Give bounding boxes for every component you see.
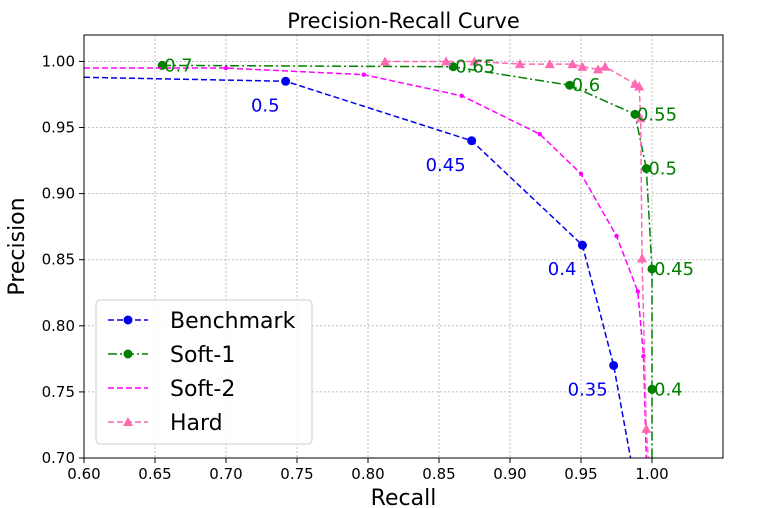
y-tick-label: 0.70	[42, 449, 75, 467]
threshold-label: 0.35	[568, 379, 608, 400]
series-layer	[84, 56, 657, 458]
data-point-soft-2	[459, 93, 464, 99]
data-point-soft-1	[647, 264, 657, 274]
data-point-soft-1	[565, 80, 575, 90]
x-tick-label: 0.95	[564, 465, 597, 483]
data-point-soft-2	[635, 289, 640, 294]
data-point-benchmark	[467, 136, 477, 146]
data-point-hard	[441, 56, 452, 66]
y-tick-label: 0.95	[42, 119, 75, 137]
series-benchmark	[84, 76, 632, 458]
data-point-benchmark	[609, 360, 619, 370]
plot-frame	[83, 34, 724, 459]
legend-entry: Hard	[108, 411, 223, 436]
data-point-soft-1	[448, 62, 458, 72]
threshold-label: 0.45	[654, 259, 694, 280]
data-point-hard	[600, 61, 611, 71]
x-tick-label: 0.70	[209, 465, 242, 483]
data-point-soft-2	[614, 233, 619, 239]
legend-swatch-marker	[123, 315, 133, 325]
legend-label: Benchmark	[170, 309, 296, 334]
legend-entry: Benchmark	[108, 309, 296, 334]
data-point-hard	[567, 59, 578, 69]
data-point-soft-1	[641, 164, 651, 174]
y-tick-label: 1.00	[42, 52, 75, 70]
x-tick-label: 0.75	[280, 465, 313, 483]
legend-label: Soft-2	[170, 377, 235, 402]
legend-entry: Soft-1	[108, 343, 235, 368]
annotation-layer: 0.5 0.45 0.4 0.35 0.7 0.65 0.6 0.55 0.5 0.45 0.4	[164, 55, 694, 400]
legend-swatch-marker	[123, 349, 133, 359]
legend-box	[95, 299, 313, 445]
axis-ticks: 0.60 0.65 0.70 0.75 0.80 0.85 0.90 0.95 1.000.70…	[42, 52, 669, 483]
data-point-soft-2	[223, 65, 229, 71]
data-point-hard	[380, 56, 391, 66]
x-tick-label: 0.60	[67, 465, 100, 483]
data-point-benchmark	[281, 76, 291, 86]
x-tick-label: 0.65	[138, 465, 171, 483]
data-point-hard	[637, 253, 648, 263]
data-point-hard	[514, 59, 525, 69]
threshold-label: 0.5	[251, 95, 280, 116]
data-point-soft-1	[647, 384, 657, 394]
series-line-benchmark	[84, 76, 632, 458]
data-point-soft-1	[630, 109, 640, 119]
threshold-label: 0.7	[164, 55, 193, 76]
data-point-benchmark	[577, 240, 587, 250]
legend-label: Hard	[170, 411, 223, 436]
legend-entry: Soft-2	[108, 377, 235, 402]
data-point-hard	[593, 64, 604, 74]
legend-swatch-marker	[123, 417, 133, 426]
series-line-soft-2	[84, 67, 648, 458]
threshold-label: 0.55	[637, 104, 677, 125]
data-point-soft-2	[578, 171, 584, 176]
threshold-label: 0.45	[426, 155, 466, 176]
y-tick-label: 0.80	[42, 317, 75, 335]
threshold-label: 0.5	[648, 159, 677, 180]
x-tick-label: 0.90	[493, 465, 526, 483]
legend: Benchmark Soft-1 Soft-2 Hard	[95, 299, 313, 445]
x-tick-label: 1.00	[635, 465, 668, 483]
data-point-hard	[469, 56, 480, 66]
data-point-hard	[634, 81, 645, 91]
data-point-soft-2	[537, 131, 543, 137]
chart-title: Precision-Recall Curve	[287, 9, 520, 33]
y-tick-label: 0.85	[42, 251, 75, 269]
x-tick-label: 0.80	[351, 465, 384, 483]
threshold-label: 0.4	[548, 259, 577, 280]
x-tick-label: 0.85	[422, 465, 455, 483]
y-axis-label: Precision	[5, 197, 30, 295]
data-point-hard	[544, 59, 555, 69]
series-soft-2	[84, 65, 648, 458]
y-tick-label: 0.75	[42, 383, 75, 401]
threshold-label: 0.65	[455, 57, 495, 78]
data-point-hard	[577, 61, 588, 71]
series-line-soft-1	[162, 64, 653, 458]
series-hard	[380, 56, 652, 458]
data-point-hard	[635, 113, 646, 123]
data-point-soft-2	[361, 72, 366, 77]
threshold-label: 0.6	[572, 75, 601, 96]
x-axis-label: Recall	[371, 486, 437, 508]
data-point-hard	[641, 423, 652, 433]
legend-label: Soft-1	[170, 343, 235, 368]
y-tick-label: 0.90	[42, 185, 75, 203]
threshold-label: 0.4	[654, 379, 683, 400]
series-line-hard	[385, 60, 650, 458]
